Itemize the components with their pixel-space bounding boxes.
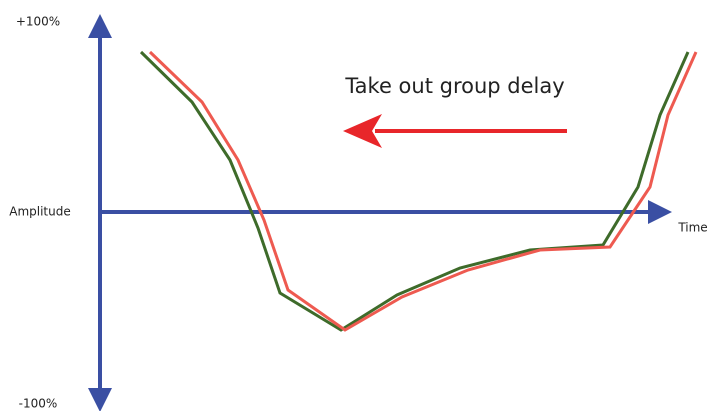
y-middle-label: Amplitude [9, 205, 71, 219]
shift-arrow-head [343, 114, 382, 148]
y-bottom-label: -100% [19, 397, 58, 411]
y-top-label: +100% [16, 15, 60, 29]
annotation: Take out group delay [344, 74, 564, 98]
green-curve [139, 50, 690, 332]
x-label: Time [677, 221, 707, 235]
red-curve [148, 50, 698, 332]
